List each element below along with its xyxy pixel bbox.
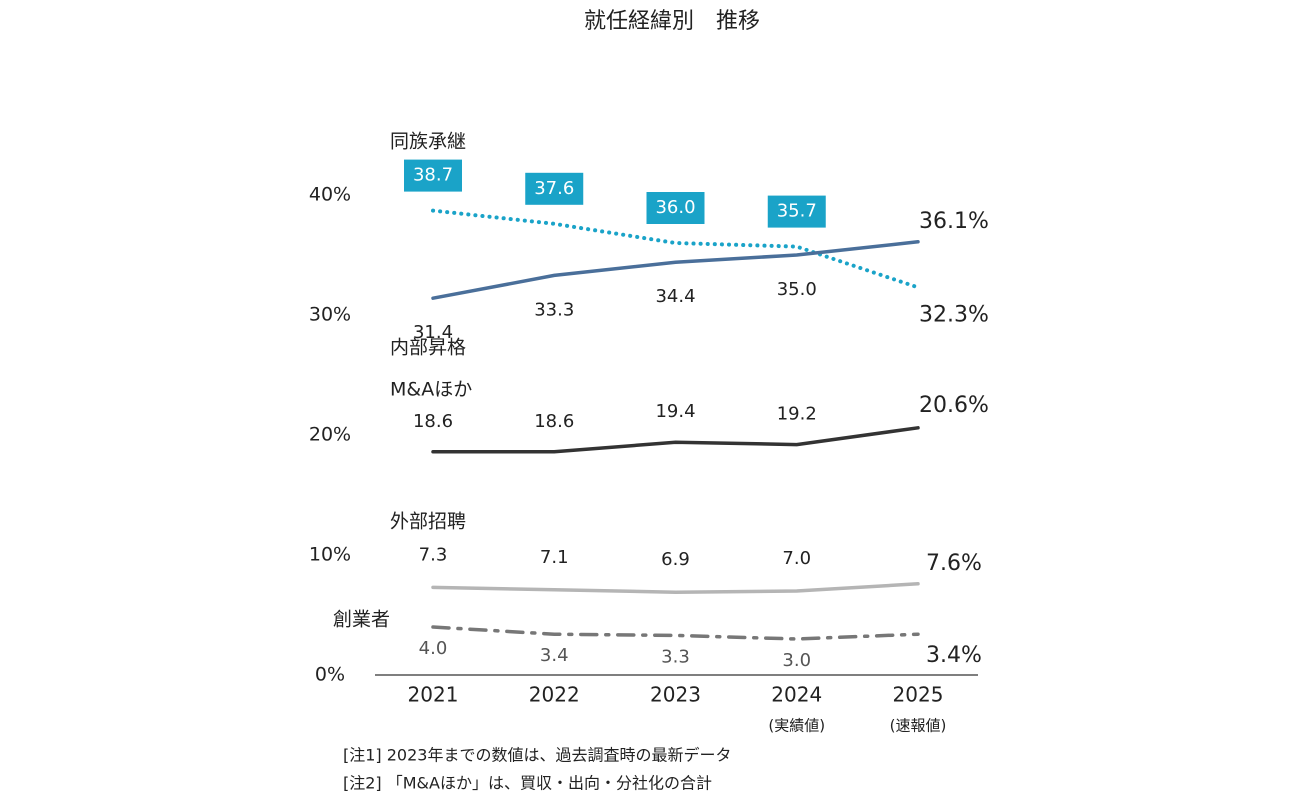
data-label: 7.0 (782, 548, 811, 569)
data-label: 7.3 (419, 544, 448, 565)
data-label: 3.4% (926, 643, 982, 668)
data-label: 36.0 (655, 197, 695, 218)
y-tick-label: 20% (309, 424, 351, 446)
x-tick-note: (実績値) (768, 717, 825, 735)
y-tick-label: 30% (309, 304, 351, 326)
data-label: 7.1 (540, 547, 569, 568)
data-label: 31.4 (413, 322, 453, 343)
y-tick-label: 0% (315, 664, 345, 686)
data-label: 34.4 (655, 286, 695, 307)
series-name: 創業者 (333, 609, 390, 631)
data-label: 37.6 (534, 178, 574, 199)
label-box (767, 195, 826, 228)
data-label: 35.0 (777, 279, 817, 300)
x-tick-label: 2022 (529, 683, 580, 707)
y-tick-label: 10% (309, 544, 351, 566)
data-label: 19.2 (777, 404, 817, 425)
note: [注1] 2023年までの数値は、過去調査時の最新データ (343, 746, 731, 765)
label-box (404, 159, 462, 192)
series-name: M&Aほか (390, 379, 472, 401)
series-line (431, 625, 920, 641)
y-tick-label: 40% (309, 184, 351, 206)
data-label: 32.3% (919, 302, 989, 327)
label-box (525, 172, 584, 205)
data-label: 7.6% (926, 551, 982, 576)
data-label: 33.3 (534, 299, 574, 320)
data-label: 20.6% (919, 393, 989, 418)
data-label: 6.9 (661, 549, 690, 570)
x-tick-label: 2024 (771, 683, 822, 707)
data-label: 36.1% (919, 209, 989, 234)
data-label: 18.6 (534, 411, 574, 432)
data-label: 4.0 (419, 638, 448, 659)
series-name: 内部昇格 (390, 337, 466, 359)
x-tick-label: 2021 (408, 683, 459, 707)
x-tick-label: 2025 (893, 683, 944, 707)
series-name: 外部招聘 (390, 511, 466, 533)
data-label: 3.3 (661, 646, 690, 667)
x-tick-note: (速報値) (890, 717, 947, 735)
data-label: 3.0 (782, 650, 811, 671)
data-label: 3.4 (540, 645, 569, 666)
data-label: 18.6 (413, 411, 453, 432)
data-label: 38.7 (413, 165, 453, 186)
series-line (431, 426, 920, 454)
label-box (646, 192, 705, 224)
data-label: 19.4 (655, 401, 695, 422)
data-label: 35.7 (777, 201, 817, 222)
series-line (431, 240, 920, 300)
series-name: 同族承継 (390, 131, 466, 153)
x-tick-label: 2023 (650, 683, 701, 707)
series-line (431, 582, 920, 594)
note: [注2] 「M&Aほか」は、買収・出向・分社化の合計 (343, 774, 712, 793)
chart-title: 就任経緯別 推移 (584, 9, 760, 34)
